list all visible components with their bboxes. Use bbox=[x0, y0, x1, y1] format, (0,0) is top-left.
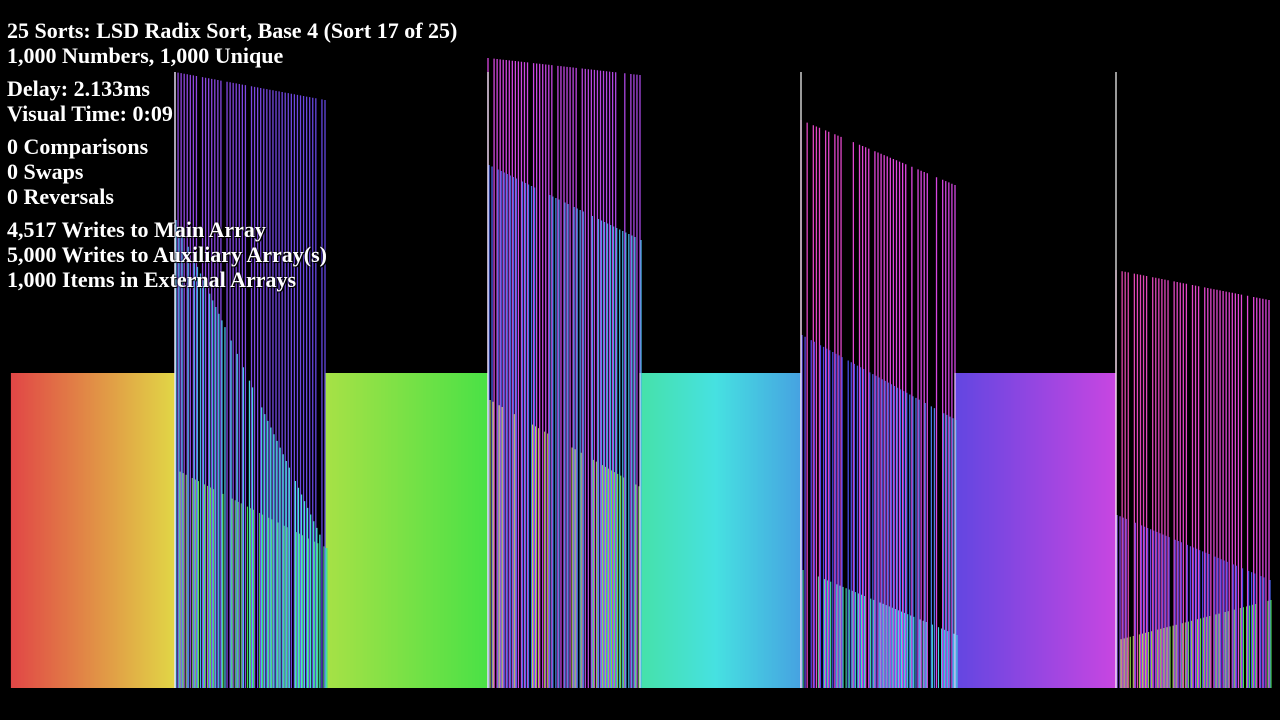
visual-time-readout: Visual Time: 0:09 bbox=[7, 101, 457, 126]
stats-overlay: 25 Sorts: LSD Radix Sort, Base 4 (Sort 1… bbox=[7, 18, 457, 292]
array-info: 1,000 Numbers, 1,000 Unique bbox=[7, 43, 457, 68]
comparisons-count: 0 Comparisons bbox=[7, 134, 457, 159]
main-array-writes: 4,517 Writes to Main Array bbox=[7, 217, 457, 242]
delay-readout: Delay: 2.133ms bbox=[7, 76, 457, 101]
aux-array-writes: 5,000 Writes to Auxiliary Array(s) bbox=[7, 242, 457, 267]
sort-title: 25 Sorts: LSD Radix Sort, Base 4 (Sort 1… bbox=[7, 18, 457, 43]
external-array-items: 1,000 Items in External Arrays bbox=[7, 267, 457, 292]
swaps-count: 0 Swaps bbox=[7, 159, 457, 184]
reversals-count: 0 Reversals bbox=[7, 184, 457, 209]
